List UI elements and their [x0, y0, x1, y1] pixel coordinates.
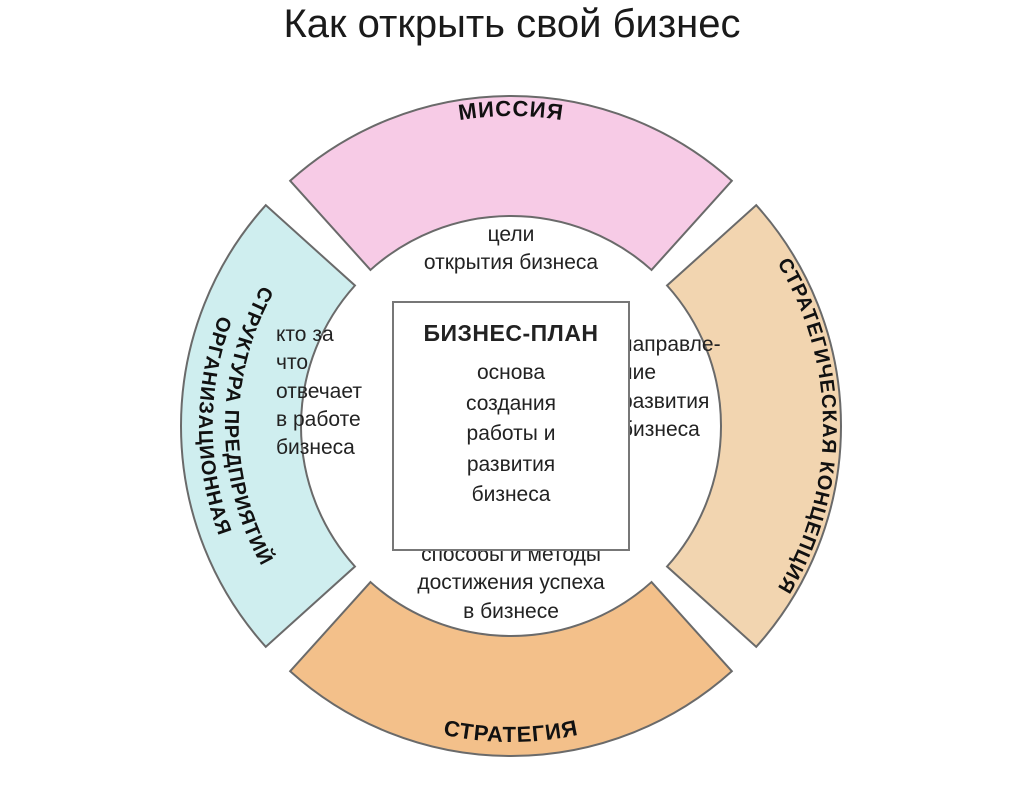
- center-desc: основасозданияработы иразвитиябизнеса: [404, 358, 618, 510]
- center-box: БИЗНЕС-ПЛАН основасозданияработы иразвит…: [392, 301, 630, 551]
- segment-desc-left: кто зачтоотвечаетв работебизнеса: [276, 321, 406, 463]
- center-title: БИЗНЕС-ПЛАН: [404, 317, 618, 350]
- segment-desc-top: целиоткрытия бизнеса: [381, 221, 641, 278]
- segment-desc-right: направле-ниеразвитиябизнеса: [621, 331, 771, 444]
- stage: Как открыть свой бизнес МИССИЯ СТРАТЕГИЧ…: [0, 0, 1024, 796]
- segment-desc-bottom: способы и методыдостижения успехав бизне…: [366, 541, 656, 626]
- segment-label-top: МИССИЯ: [457, 96, 566, 125]
- page-title: Как открыть свой бизнес: [0, 2, 1024, 47]
